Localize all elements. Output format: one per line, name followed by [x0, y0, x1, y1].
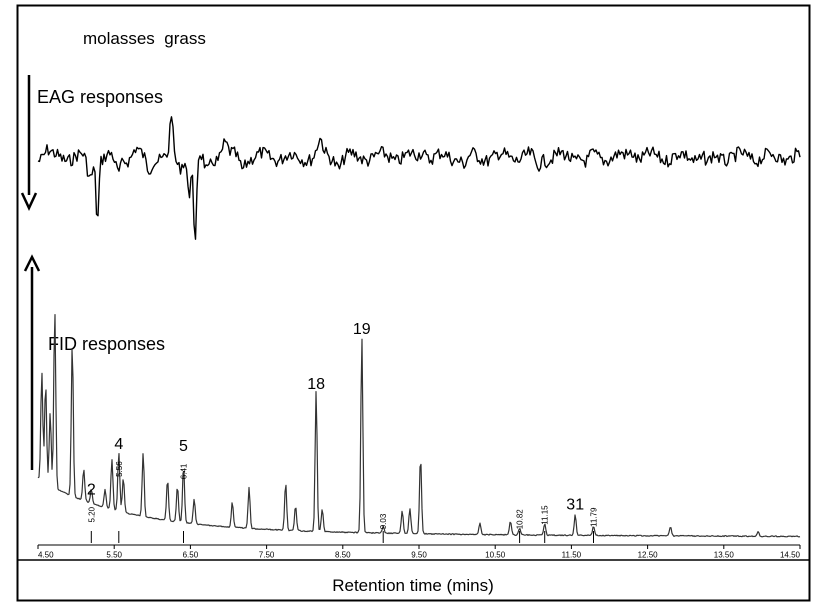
x-tick-label-8: 12.50 [638, 551, 659, 560]
rt-label-9: 5.56 [115, 461, 124, 477]
x-tick-label-7: 11.50 [562, 551, 582, 560]
peak-label-4: 4 [114, 436, 123, 453]
x-tick-label-3: 7.50 [259, 551, 275, 560]
peak-label-18: 18 [307, 376, 325, 393]
peak-label-5: 5 [179, 438, 188, 455]
fid-arrow-icon [23, 254, 41, 470]
eag-trace [37, 116, 801, 240]
rt-label-14: 6.41 [180, 463, 189, 479]
rt-label-30: 11.15 [541, 505, 550, 525]
fid-trace [37, 314, 801, 538]
rt-label-29: 10.82 [516, 509, 525, 530]
x-tick-label-4: 8.50 [335, 551, 351, 560]
eag-arrow-icon [20, 75, 38, 211]
x-axis-title: Retention time (mins) [332, 576, 494, 595]
peak-label-2: 2 [87, 482, 96, 499]
rt-label-6: 5.20 [87, 506, 96, 522]
rt-label-32: 11.79 [590, 507, 599, 527]
x-tick-label-6: 10.50 [485, 551, 506, 560]
eag-label: EAG responses [37, 87, 163, 107]
peak-label-19: 19 [353, 321, 371, 338]
rt-label-23: 9.03 [379, 513, 388, 529]
chart-title: molasses grass [83, 29, 206, 48]
x-tick-label-5: 9.50 [411, 551, 427, 560]
x-tick-label-10: 14.50 [780, 551, 801, 560]
x-tick-label-9: 13.50 [714, 551, 735, 560]
figure-border [16, 4, 811, 602]
fid-peak-marks: 2 5.20 4 5.56 5 6.41 18 19 9.03 10.82 11.15 31 11.79 [87, 321, 599, 543]
x-axis-ticks: 4.50 5.50 6.50 7.50 8.50 9.50 10.50 11.50 12.50 1… [37, 545, 801, 560]
x-tick-label-0: 4.50 [38, 551, 54, 560]
peak-label-31: 31 [566, 497, 584, 514]
x-tick-label-1: 5.50 [106, 551, 122, 560]
fid-label: FID responses [48, 334, 165, 354]
x-tick-label-2: 6.50 [183, 551, 199, 560]
